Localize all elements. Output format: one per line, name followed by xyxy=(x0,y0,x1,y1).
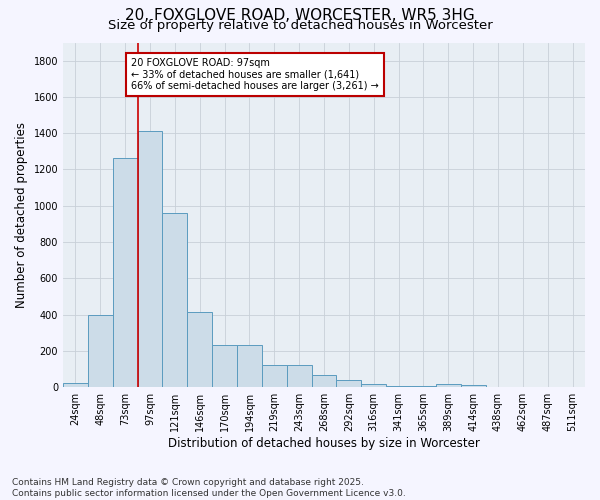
Y-axis label: Number of detached properties: Number of detached properties xyxy=(15,122,28,308)
Bar xyxy=(187,312,212,387)
Text: Contains HM Land Registry data © Crown copyright and database right 2025.
Contai: Contains HM Land Registry data © Crown c… xyxy=(12,478,406,498)
Bar xyxy=(361,384,386,387)
Bar xyxy=(113,158,137,387)
Bar xyxy=(311,376,337,387)
Bar xyxy=(88,314,113,387)
Text: 20, FOXGLOVE ROAD, WORCESTER, WR5 3HG: 20, FOXGLOVE ROAD, WORCESTER, WR5 3HG xyxy=(125,8,475,22)
Bar xyxy=(137,132,163,387)
Bar xyxy=(411,386,436,387)
Bar xyxy=(262,366,287,387)
Bar xyxy=(287,366,311,387)
Bar xyxy=(212,344,237,387)
Bar xyxy=(386,386,411,387)
Text: Size of property relative to detached houses in Worcester: Size of property relative to detached ho… xyxy=(107,19,493,32)
X-axis label: Distribution of detached houses by size in Worcester: Distribution of detached houses by size … xyxy=(168,437,480,450)
Bar xyxy=(163,213,187,387)
Bar xyxy=(63,382,88,387)
Bar xyxy=(461,386,485,387)
Bar xyxy=(237,344,262,387)
Bar xyxy=(337,380,361,387)
Text: 20 FOXGLOVE ROAD: 97sqm
← 33% of detached houses are smaller (1,641)
66% of semi: 20 FOXGLOVE ROAD: 97sqm ← 33% of detache… xyxy=(131,58,379,91)
Bar xyxy=(436,384,461,387)
